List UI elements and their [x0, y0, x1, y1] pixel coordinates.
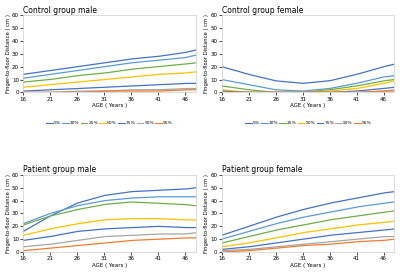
Y-axis label: Finger-to-floor Distance ( cm ): Finger-to-floor Distance ( cm ): [204, 14, 209, 93]
X-axis label: AGE ( Years ): AGE ( Years ): [290, 103, 326, 108]
Text: Patient group male: Patient group male: [23, 165, 96, 174]
Y-axis label: Finger-to-floor Distance ( cm ): Finger-to-floor Distance ( cm ): [6, 14, 10, 93]
Y-axis label: Finger-to-floor Distance ( cm ): Finger-to-floor Distance ( cm ): [6, 174, 10, 253]
Legend: 5%, 10%, 25%, 50%, 75%, 90%, 95%: 5%, 10%, 25%, 50%, 75%, 90%, 95%: [243, 279, 373, 280]
Text: Patient group female: Patient group female: [222, 165, 302, 174]
X-axis label: AGE ( Years ): AGE ( Years ): [290, 263, 326, 268]
Legend: 5%, 10%, 25%, 50%, 75%, 90%, 95%: 5%, 10%, 25%, 50%, 75%, 90%, 95%: [45, 279, 174, 280]
Text: Control group male: Control group male: [23, 6, 97, 15]
X-axis label: AGE ( Years ): AGE ( Years ): [92, 263, 127, 268]
Y-axis label: Finger-to-floor Distance ( cm ): Finger-to-floor Distance ( cm ): [204, 174, 209, 253]
Text: Control group female: Control group female: [222, 6, 303, 15]
X-axis label: AGE ( Years ): AGE ( Years ): [92, 103, 127, 108]
Legend: 5%, 10%, 25%, 50%, 75%, 90%, 95%: 5%, 10%, 25%, 50%, 75%, 90%, 95%: [243, 119, 373, 127]
Legend: 5%, 10%, 25%, 50%, 75%, 90%, 95%: 5%, 10%, 25%, 50%, 75%, 90%, 95%: [45, 119, 174, 127]
